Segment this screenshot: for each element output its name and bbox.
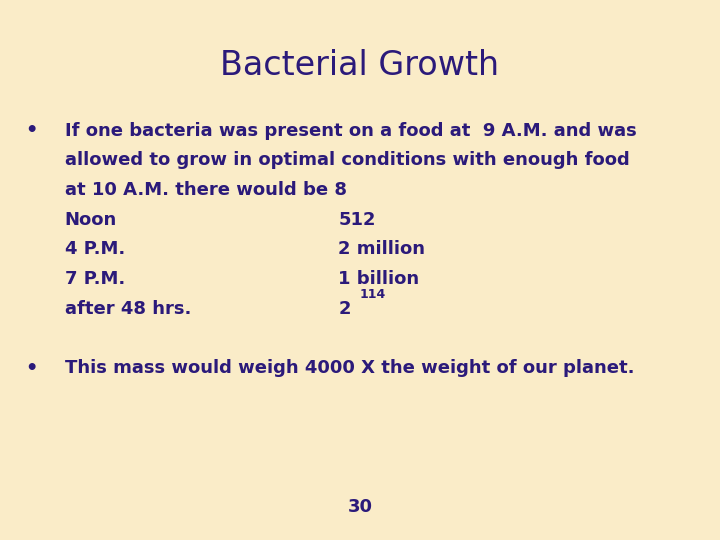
Text: Noon: Noon	[65, 211, 117, 228]
Text: Bacterial Growth: Bacterial Growth	[220, 49, 500, 82]
Text: 1 billion: 1 billion	[338, 270, 420, 288]
Text: This mass would weigh 4000 X the weight of our planet.: This mass would weigh 4000 X the weight …	[65, 359, 634, 377]
Text: allowed to grow in optimal conditions with enough food: allowed to grow in optimal conditions wi…	[65, 151, 629, 169]
Text: 30: 30	[348, 498, 372, 516]
Text: 512: 512	[338, 211, 376, 228]
Text: 2 million: 2 million	[338, 240, 426, 258]
Text: •: •	[25, 359, 37, 378]
Text: 4 P.M.: 4 P.M.	[65, 240, 125, 258]
Text: 2: 2	[338, 300, 351, 318]
Text: after 48 hrs.: after 48 hrs.	[65, 300, 192, 318]
Text: •: •	[25, 122, 37, 140]
Text: 7 P.M.: 7 P.M.	[65, 270, 125, 288]
Text: 114: 114	[360, 288, 386, 301]
Text: at 10 A.M. there would be 8: at 10 A.M. there would be 8	[65, 181, 347, 199]
Text: If one bacteria was present on a food at  9 A.M. and was: If one bacteria was present on a food at…	[65, 122, 636, 139]
